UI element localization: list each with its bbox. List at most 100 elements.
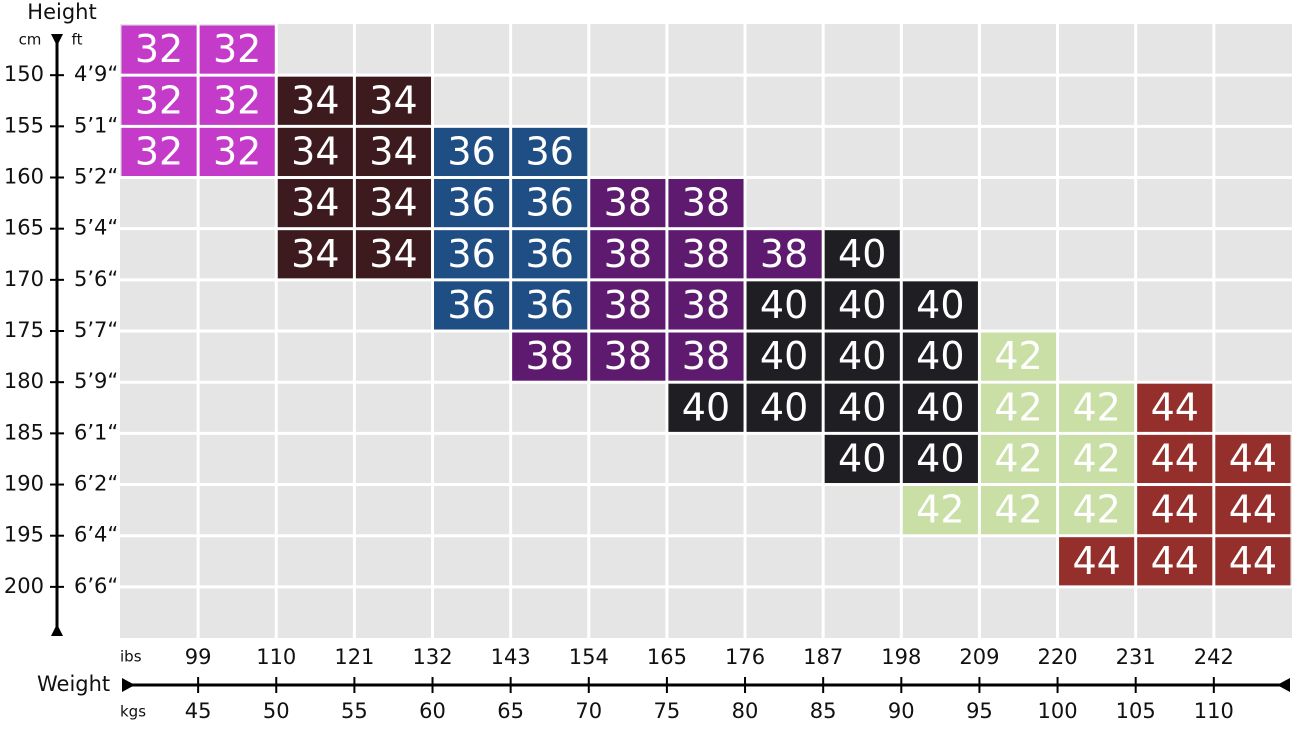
size-cell — [512, 230, 588, 279]
size-cell — [1137, 383, 1213, 432]
size-label: 40 — [838, 385, 886, 429]
size-cell — [277, 179, 353, 228]
size-label: 40 — [838, 283, 886, 327]
size-label: 40 — [760, 283, 808, 327]
kgs-tick-label: 70 — [575, 699, 602, 723]
arrow — [122, 678, 135, 692]
size-cell — [590, 179, 666, 228]
kgs-tick-label: 110 — [1194, 699, 1234, 723]
height-title: Height — [27, 0, 96, 24]
ft-tick-label: 5’1“ — [74, 113, 118, 137]
size-cell — [199, 25, 275, 74]
size-cell — [590, 332, 666, 381]
size-cell — [355, 230, 432, 279]
cm-label: cm — [19, 31, 42, 49]
size-label: 36 — [447, 181, 495, 225]
size-cell — [199, 76, 275, 125]
size-cell — [590, 230, 666, 279]
arrow — [51, 624, 63, 636]
size-label: 32 — [135, 129, 183, 173]
ft-tick-label: 6’4“ — [74, 523, 118, 547]
ft-tick-label: 6’1“ — [74, 420, 118, 444]
size-cell — [824, 434, 900, 484]
kgs-tick-label: 65 — [497, 699, 524, 723]
size-cell — [980, 486, 1057, 535]
size-label: 42 — [994, 334, 1042, 378]
cm-tick-label: 155 — [4, 113, 44, 137]
size-cell — [1059, 486, 1135, 535]
kgs-tick-label: 60 — [419, 699, 446, 723]
lbs-tick-label: 231 — [1116, 645, 1156, 669]
size-label: 40 — [916, 334, 964, 378]
size-label: 44 — [1072, 539, 1120, 583]
size-label: 34 — [291, 181, 339, 225]
cm-tick-label: 150 — [4, 62, 44, 86]
size-cell — [355, 179, 432, 228]
ft-tick-label: 5’2“ — [74, 165, 118, 189]
size-cell — [824, 230, 900, 279]
size-cell — [277, 127, 353, 177]
size-cell — [1059, 434, 1135, 484]
size-label: 40 — [838, 436, 886, 480]
size-cell — [434, 230, 510, 279]
size-label: 38 — [682, 181, 730, 225]
kgs-tick-label: 80 — [732, 699, 759, 723]
lbs-tick-label: 165 — [647, 645, 687, 669]
lbs-tick-label: 110 — [256, 645, 296, 669]
size-label: 34 — [369, 129, 417, 173]
size-label: 44 — [1151, 385, 1199, 429]
size-cell — [121, 127, 197, 177]
size-cell — [1059, 383, 1135, 432]
kgs-tick-label: 100 — [1038, 699, 1078, 723]
size-cell — [746, 281, 822, 330]
size-cell — [590, 281, 666, 330]
size-label: 38 — [604, 181, 652, 225]
size-label: 32 — [213, 78, 261, 122]
size-cell — [512, 332, 588, 381]
size-label: 42 — [1072, 436, 1120, 480]
size-cell — [668, 281, 744, 330]
size-cell — [902, 383, 978, 432]
size-label: 40 — [838, 334, 886, 378]
size-label: 42 — [994, 436, 1042, 480]
size-label: 36 — [447, 283, 495, 327]
lbs-tick-label: 187 — [803, 645, 843, 669]
size-cell — [199, 127, 275, 177]
size-cell — [902, 434, 978, 484]
size-label: 44 — [1229, 539, 1277, 583]
size-label: 36 — [526, 181, 574, 225]
size-cell — [1215, 434, 1291, 484]
size-label: 38 — [760, 232, 808, 276]
lbs-tick-label: 99 — [185, 645, 212, 669]
size-cell — [434, 179, 510, 228]
size-cell — [902, 332, 978, 381]
kgs-tick-label: 105 — [1116, 699, 1156, 723]
size-cell — [668, 230, 744, 279]
lbs-label: ibs — [120, 648, 142, 666]
lbs-tick-label: 143 — [491, 645, 531, 669]
size-cell — [512, 127, 588, 177]
size-cell — [902, 486, 978, 535]
size-label: 42 — [994, 488, 1042, 532]
cm-tick-label: 170 — [4, 267, 44, 291]
size-label: 38 — [682, 232, 730, 276]
size-label: 42 — [994, 385, 1042, 429]
lbs-tick-label: 209 — [959, 645, 999, 669]
size-label: 36 — [526, 232, 574, 276]
lbs-tick-label: 242 — [1194, 645, 1234, 669]
size-label: 40 — [682, 385, 730, 429]
lbs-tick-label: 121 — [334, 645, 374, 669]
size-cell — [668, 383, 744, 432]
lbs-tick-label: 220 — [1038, 645, 1078, 669]
ft-tick-label: 5’9“ — [74, 369, 118, 393]
size-label: 42 — [1072, 488, 1120, 532]
size-cell — [434, 127, 510, 177]
size-label: 44 — [1151, 539, 1199, 583]
size-label: 42 — [916, 488, 964, 532]
size-label: 44 — [1229, 488, 1277, 532]
size-cell — [980, 434, 1057, 484]
weight-title: Weight — [37, 672, 110, 696]
kgs-tick-label: 45 — [185, 699, 212, 723]
size-cell — [1215, 537, 1291, 586]
size-cell — [355, 127, 432, 177]
